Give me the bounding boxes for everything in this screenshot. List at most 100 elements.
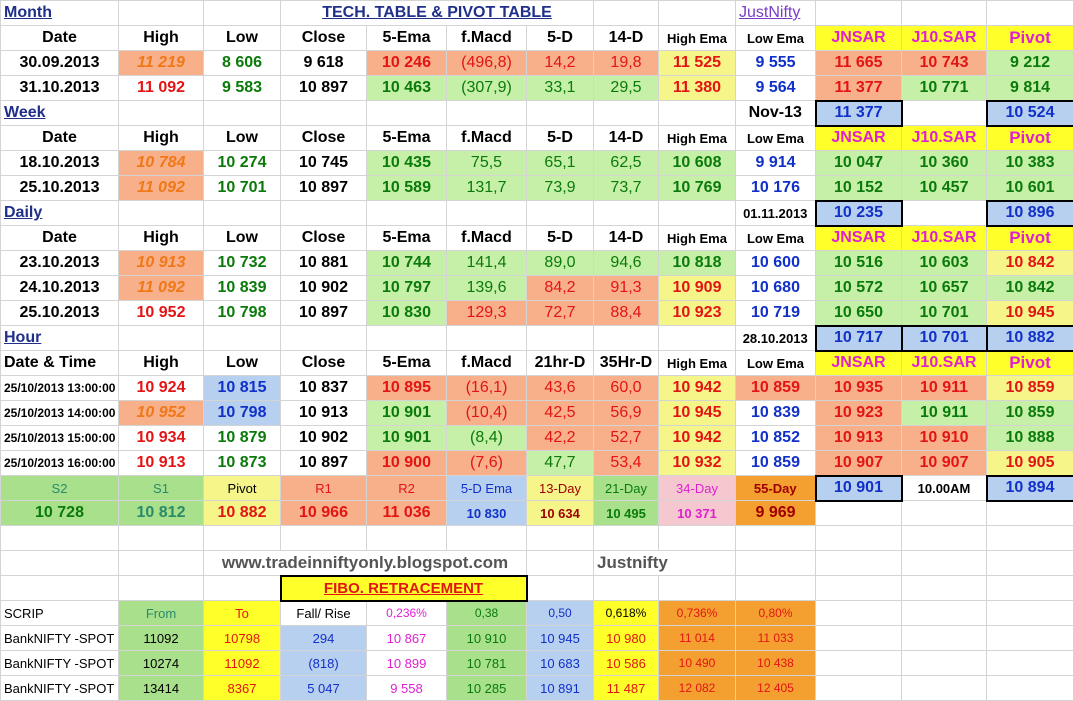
daily-row-1: 23.10.2013 10 913 10 732 10 881 10 744 1…: [0, 250, 1073, 276]
cell-high-ema: 10 942: [658, 425, 736, 451]
cell-close: 9 618: [280, 50, 367, 76]
col-high-ema: High Ema: [658, 350, 736, 376]
value-34-day: 10 371: [658, 500, 736, 526]
cell-close: 10 897: [280, 450, 367, 476]
col-date: Date: [0, 25, 119, 51]
value-s1: 10 812: [118, 500, 204, 526]
col-21hr-d: 21hr-D: [526, 350, 594, 376]
cell-close: 10 913: [280, 400, 367, 426]
cell-high: 10 952: [118, 300, 204, 326]
cell-close: 10 881: [280, 250, 367, 276]
cell-j10sar: 10 910: [901, 425, 987, 451]
cell-5ema: 10 589: [366, 175, 447, 201]
cell-jnsar: 10 923: [815, 400, 902, 426]
cell-5ema: 10 830: [366, 300, 447, 326]
cell-jnsar: 10 516: [815, 250, 902, 276]
fibo-cell-050: 10 683: [526, 650, 594, 676]
cell-low: 10 701: [203, 175, 281, 201]
daily-pivot-summary: 10 896: [985, 199, 1073, 227]
fibo-col-0618: 0,618%: [593, 600, 659, 626]
col-close: Close: [280, 225, 367, 251]
cell-close: 10 897: [280, 75, 367, 101]
cell-datetime: 25/10/2013 16:00:00: [0, 450, 119, 476]
cell-low: 10 274: [203, 150, 281, 176]
fibo-cell-to: 8367: [203, 675, 281, 701]
fibo-cell-038: 10 910: [446, 625, 527, 651]
cell-14d: 88,4: [593, 300, 659, 326]
cell-low: 10 732: [203, 250, 281, 276]
cell-high-ema: 10 945: [658, 400, 736, 426]
cell-close: 10 837: [280, 375, 367, 401]
col-low: Low: [203, 25, 281, 51]
week-row-1: 18.10.2013 10 784 10 274 10 745 10 435 7…: [0, 150, 1073, 176]
cell-low-ema: 9 564: [735, 75, 816, 101]
cell-high-ema: 10 608: [658, 150, 736, 176]
cell-21hr-d: 47,7: [526, 450, 594, 476]
cell-14d: 73,7: [593, 175, 659, 201]
value-s2: 10 728: [0, 500, 119, 526]
cell-pivot: 9 212: [986, 50, 1073, 76]
cell-5d: 33,1: [526, 75, 594, 101]
cell-14d: 91,3: [593, 275, 659, 301]
cell-high-ema: 11 525: [658, 50, 736, 76]
label-s2: S2: [0, 475, 119, 501]
daily-jnsar-summary: 10 235: [814, 199, 903, 227]
cell-5d: 89,0: [526, 250, 594, 276]
cell-high-ema: 10 942: [658, 375, 736, 401]
cell-high: 10 924: [118, 375, 204, 401]
fibo-cell-to: 11092: [203, 650, 281, 676]
col-close: Close: [280, 350, 367, 376]
cell-5ema: 10 901: [366, 425, 447, 451]
site-url[interactable]: www.tradeinniftyonly.blogspot.com: [203, 550, 527, 576]
col-low-ema: Low Ema: [735, 350, 816, 376]
col-j10sar: J10.SAR: [901, 125, 987, 151]
cell-21hr-d: 43,6: [526, 375, 594, 401]
brand-link[interactable]: JustNifty: [735, 0, 816, 26]
hour-row-3: 25/10/2013 15:00:00 10 934 10 879 10 902…: [0, 425, 1073, 451]
cell-j10sar: 10 911: [901, 375, 987, 401]
cell-low: 9 583: [203, 75, 281, 101]
cell-35hr-d: 56,9: [593, 400, 659, 426]
col-5ema: 5-Ema: [366, 25, 447, 51]
label-pivot: Pivot: [203, 475, 281, 501]
cell-21hr-d: 42,5: [526, 400, 594, 426]
fibo-header-row: SCRIP From To Fall/ Rise 0,236% 0,38 0,5…: [0, 600, 1073, 626]
label-34-day: 34-Day: [658, 475, 736, 501]
page-title: TECH. TABLE & PIVOT TABLE: [280, 0, 594, 26]
hour-period: 28.10.2013: [735, 325, 816, 351]
value-55-day: 9 969: [735, 500, 816, 526]
cell-fmacd: (10,4): [446, 400, 527, 426]
col-14d: 14-D: [593, 125, 659, 151]
cell-high-ema: 10 909: [658, 275, 736, 301]
cell-low: 10 815: [203, 375, 281, 401]
value-21-day: 10 495: [593, 500, 659, 526]
value-pivot: 10 882: [203, 500, 281, 526]
col-14d: 14-D: [593, 25, 659, 51]
value-5d-ema: 10 830: [446, 500, 527, 526]
hour-j10sar-summary: 10 701: [900, 324, 988, 352]
col-5ema: 5-Ema: [366, 225, 447, 251]
daily-row-2: 24.10.2013 11 092 10 839 10 902 10 797 1…: [0, 275, 1073, 301]
fibo-cell-038: 10 781: [446, 650, 527, 676]
cell-35hr-d: 52,7: [593, 425, 659, 451]
fibo-col-to: To: [203, 600, 281, 626]
cell-low: 10 798: [203, 300, 281, 326]
col-high: High: [118, 350, 204, 376]
label-13-day: 13-Day: [526, 475, 594, 501]
fibo-col-080: 0,80%: [735, 600, 816, 626]
col-close: Close: [280, 125, 367, 151]
cell-datetime: 25/10/2013 14:00:00: [0, 400, 119, 426]
fibo-cell-fall-rise: 294: [280, 625, 367, 651]
cell-jnsar: 11 377: [815, 75, 902, 101]
cell-fmacd: 131,7: [446, 175, 527, 201]
label-r1: R1: [280, 475, 367, 501]
cell-high: 10 913: [118, 250, 204, 276]
cell-5d: 65,1: [526, 150, 594, 176]
col-close: Close: [280, 25, 367, 51]
cell-high: 11 092: [118, 175, 204, 201]
cell-low: 10 798: [203, 400, 281, 426]
cell-low-ema: 10 600: [735, 250, 816, 276]
cell-low-ema: 10 719: [735, 300, 816, 326]
month-row-1: 30.09.2013 11 219 8 606 9 618 10 246 (49…: [0, 50, 1073, 76]
cell-5ema: 10 246: [366, 50, 447, 76]
